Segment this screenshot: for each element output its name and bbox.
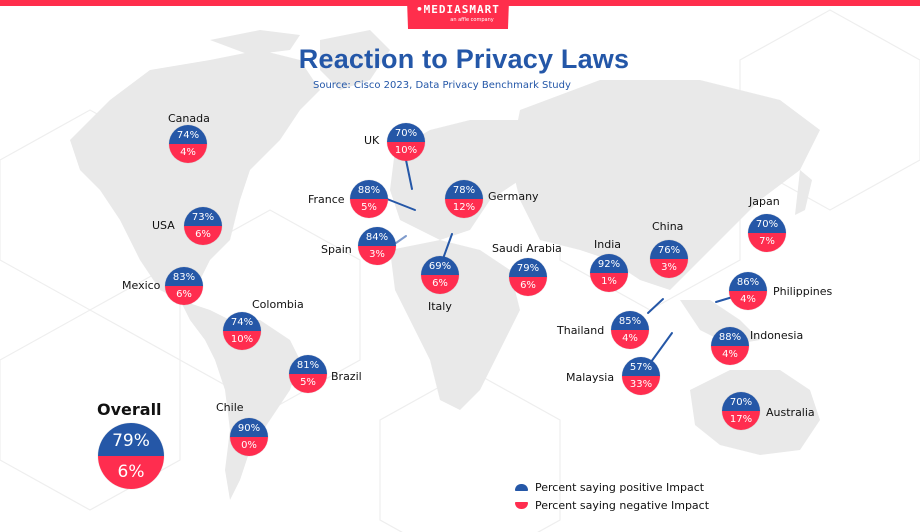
bubble-thailand: 85% 4%	[611, 311, 649, 349]
positive-value: 76%	[650, 240, 688, 259]
bubble-china: 76% 3%	[650, 240, 688, 278]
positive-value: 88%	[350, 180, 388, 199]
bubble-philippines: 86% 4%	[729, 272, 767, 310]
positive-value: 83%	[165, 267, 203, 286]
bubble-india: 92% 1%	[590, 254, 628, 292]
bubble-japan: 70% 7%	[748, 214, 786, 252]
positive-value: 86%	[729, 272, 767, 291]
negative-value: 10%	[387, 142, 425, 161]
bubble-canada: 74% 4%	[169, 125, 207, 163]
negative-value: 5%	[289, 374, 327, 393]
positive-value: 90%	[230, 418, 268, 437]
legend-label-negative: Percent saying negative Impact	[535, 498, 710, 512]
legend-label-positive: Percent saying positive Impact	[535, 480, 705, 494]
country-label-china: China	[652, 220, 684, 233]
positive-value: 70%	[387, 123, 425, 142]
negative-value: 4%	[169, 144, 207, 163]
country-label-philippines: Philippines	[773, 285, 833, 298]
positive-value: 57%	[622, 357, 660, 376]
bubble-spain: 84% 3%	[358, 227, 396, 265]
country-label-australia: Australia	[766, 406, 815, 419]
positive-value: 81%	[289, 355, 327, 374]
negative-value: 6%	[184, 226, 222, 245]
bubble-malaysia: 57% 33%	[622, 357, 660, 395]
country-label-indonesia: Indonesia	[750, 329, 804, 342]
source-citation: Source: Cisco 2023, Data Privacy Benchma…	[313, 80, 571, 91]
positive-swatch-icon	[515, 483, 528, 491]
negative-value: 17%	[722, 411, 760, 430]
negative-value: 4%	[611, 330, 649, 349]
positive-value: 78%	[445, 180, 483, 199]
negative-value: 6%	[421, 275, 459, 294]
negative-value: 0%	[230, 437, 268, 456]
positive-value: 69%	[421, 256, 459, 275]
negative-value: 10%	[223, 331, 261, 350]
country-label-malaysia: Malaysia	[566, 371, 615, 384]
country-label-brazil: Brazil	[331, 370, 362, 383]
country-label-chile: Chile	[216, 401, 244, 414]
bubble-chile: 90% 0%	[230, 418, 268, 456]
mediasmart-logo: •MEDIASMART an affle company	[407, 0, 509, 29]
bubble-saudi-arabia: 79% 6%	[509, 258, 547, 296]
positive-value: 84%	[358, 227, 396, 246]
country-label-germany: Germany	[488, 190, 539, 203]
legend: Percent saying positive Impact Percent s…	[515, 478, 709, 514]
negative-value: 4%	[711, 346, 749, 365]
bubble-uk: 70% 10%	[387, 123, 425, 161]
logo-subtitle: an affle company	[450, 17, 494, 23]
bubble-usa: 73% 6%	[184, 207, 222, 245]
bubble-france: 88% 5%	[350, 180, 388, 218]
negative-value: 33%	[622, 376, 660, 395]
positive-value: 79%	[509, 258, 547, 277]
negative-value: 12%	[445, 199, 483, 218]
negative-swatch-icon	[515, 501, 528, 509]
negative-value: 4%	[729, 291, 767, 310]
bubble-germany: 78% 12%	[445, 180, 483, 218]
country-label-mexico: Mexico	[122, 279, 161, 292]
overall-label: Overall	[97, 400, 162, 419]
bubble-australia: 70% 17%	[722, 392, 760, 430]
logo-brand-text: •MEDIASMART	[416, 3, 500, 16]
positive-value: 73%	[184, 207, 222, 226]
country-label-india: India	[594, 238, 621, 251]
bubble-colombia: 74% 10%	[223, 312, 261, 350]
country-label-italy: Italy	[428, 300, 452, 313]
country-label-canada: Canada	[168, 112, 210, 125]
country-label-japan: Japan	[749, 195, 780, 208]
negative-value: 7%	[748, 233, 786, 252]
bubble-italy: 69% 6%	[421, 256, 459, 294]
positive-value: 88%	[711, 327, 749, 346]
negative-value: 6%	[509, 277, 547, 296]
bubble-indonesia: 88% 4%	[711, 327, 749, 365]
country-label-uk: UK	[364, 134, 380, 147]
country-label-spain: Spain	[321, 243, 352, 256]
page-title: Reaction to Privacy Laws	[298, 44, 630, 74]
country-label-colombia: Colombia	[252, 298, 304, 311]
positive-value: 70%	[748, 214, 786, 233]
country-label-thailand: Thailand	[557, 324, 605, 337]
bubble-brazil: 81% 5%	[289, 355, 327, 393]
negative-value: 3%	[650, 259, 688, 278]
positive-value: 74%	[169, 125, 207, 144]
positive-value: 85%	[611, 311, 649, 330]
bubble-overall: 79% 6%	[98, 423, 164, 489]
negative-value: 6%	[165, 286, 203, 305]
country-label-saudi-arabia: Saudi Arabia	[492, 242, 562, 255]
positive-value: 92%	[590, 254, 628, 273]
negative-value: 3%	[358, 246, 396, 265]
legend-item-negative: Percent saying negative Impact	[515, 496, 709, 514]
negative-value: 1%	[590, 273, 628, 292]
country-label-usa: USA	[152, 219, 175, 232]
bubble-mexico: 83% 6%	[165, 267, 203, 305]
positive-value: 74%	[223, 312, 261, 331]
country-label-france: France	[308, 193, 345, 206]
negative-value: 5%	[350, 199, 388, 218]
legend-item-positive: Percent saying positive Impact	[515, 478, 709, 496]
positive-value: 70%	[722, 392, 760, 411]
